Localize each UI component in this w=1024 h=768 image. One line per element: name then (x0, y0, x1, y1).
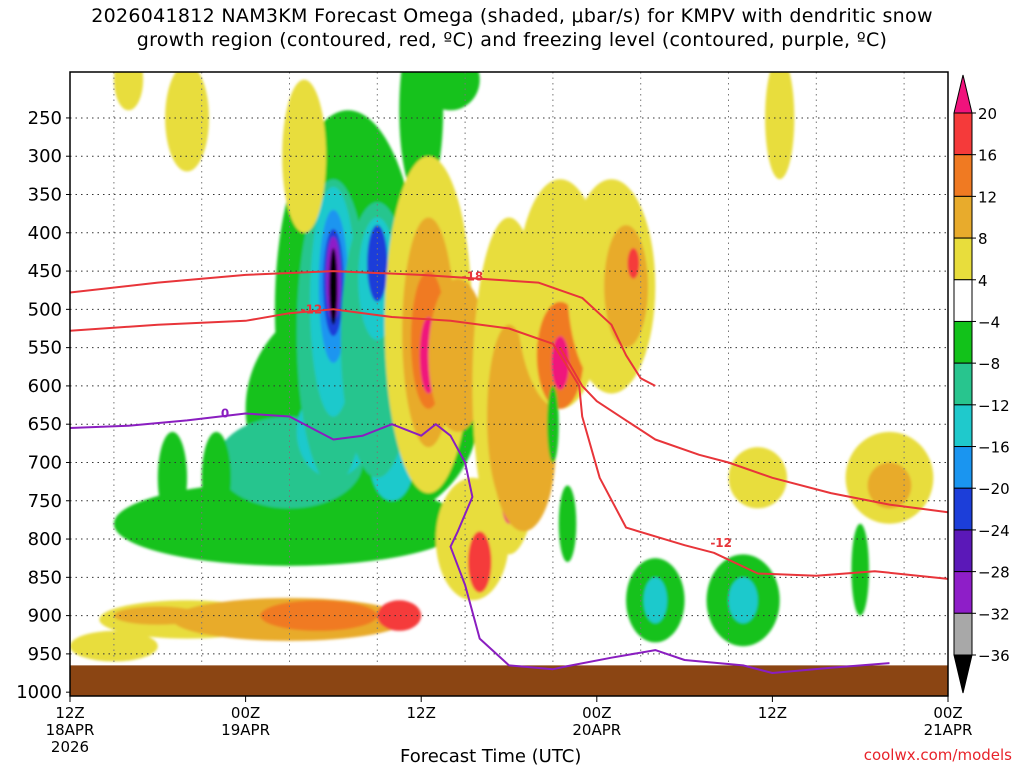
colorbar-segment (953, 195, 973, 239)
omega-cell (867, 462, 912, 509)
colorbar-label: −8 (978, 355, 1000, 373)
chart-title-line-2: growth region (contoured, red, ºC) and f… (136, 29, 888, 51)
colorbar-segment (953, 362, 973, 406)
colorbar-label: −4 (978, 313, 1000, 331)
isotherm-line (70, 308, 948, 580)
omega-cell (113, 72, 144, 111)
omega-cell (491, 362, 556, 532)
y-tick-label: 300 (28, 146, 62, 167)
x-tick-label: 19APR (221, 721, 270, 739)
omega-cell (70, 630, 158, 662)
colorbar-segment (953, 279, 973, 322)
x-tick-label: 12Z (407, 704, 436, 722)
y-tick-label: 450 (28, 261, 62, 282)
colorbar-label: −32 (978, 605, 1010, 623)
x-tick-label: 12Z (758, 704, 787, 722)
x-tick-label: 18APR (46, 721, 95, 739)
isotherm-label: -12 (301, 302, 323, 316)
y-tick-label: 950 (28, 644, 62, 665)
omega-cell (329, 248, 338, 325)
omega-cell (643, 577, 668, 624)
y-tick-label: 650 (28, 414, 62, 435)
colorbar-label: 20 (978, 105, 997, 123)
colorbar-label: 4 (978, 272, 988, 290)
colorbar-label: −16 (978, 439, 1010, 457)
x-tick-label: 21APR (924, 721, 973, 739)
colorbar-segment (953, 154, 973, 197)
isotherm-line (559, 347, 948, 514)
y-axis: 250 300 350 400 450 500 550 600 650 700 750 800 850 9… (16, 108, 70, 703)
colorbar-label: −28 (978, 564, 1010, 582)
omega-cell (282, 79, 327, 233)
colorbar-segment (953, 529, 973, 573)
y-tick-label: 750 (28, 491, 62, 512)
colorbar-bottom-arrow (953, 654, 973, 694)
chart-title: 2026041812 NAM3KM Forecast Omega (shaded… (0, 4, 1024, 52)
omega-cell (728, 447, 788, 509)
isotherm-line (70, 412, 890, 674)
omega-cell (367, 225, 388, 302)
x-tick-label: 20APR (572, 721, 621, 739)
x-tick-label: 00Z (231, 704, 260, 722)
omega-cell (428, 278, 488, 432)
colorbar-label: 16 (978, 147, 997, 165)
omega-colorbar: 20 16 12 8 4 −4 −8 −12 −16 −20 −24 −28 −32 −36 (953, 74, 1010, 694)
x-tick-label: 00Z (933, 704, 962, 722)
colorbar-label: −12 (978, 397, 1010, 415)
colorbar-segment (953, 237, 973, 281)
colorbar-label: 8 (978, 230, 988, 248)
y-tick-label: 1000 (16, 682, 62, 703)
y-tick-label: 250 (28, 108, 62, 129)
y-tick-label: 500 (28, 299, 62, 320)
colorbar-label: −24 (978, 522, 1010, 540)
x-tick-label: 00Z (582, 704, 611, 722)
y-tick-label: 350 (28, 185, 62, 206)
omega-cell (728, 577, 758, 624)
omega-cell (157, 431, 188, 524)
y-tick-label: 800 (28, 529, 62, 550)
chart-title-line-1: 2026041812 NAM3KM Forecast Omega (shaded… (91, 5, 933, 27)
x-tick-label: 12Z (55, 704, 84, 722)
isotherm-label: -12 (710, 536, 732, 550)
omega-cell (377, 600, 422, 631)
omega-cell (558, 485, 577, 563)
x-tick-label: 2026 (51, 738, 89, 756)
plot-frame (69, 71, 949, 697)
credit-text: coolwx.com/models (863, 746, 1012, 764)
isotherm-label: -18 (462, 269, 484, 283)
colorbar-segment (953, 487, 973, 531)
y-tick-label: 400 (28, 223, 62, 244)
colorbar-label: −20 (978, 480, 1010, 498)
omega-cell (765, 72, 795, 180)
x-axis-title: Forecast Time (UTC) (400, 746, 582, 767)
omega-cell (165, 72, 210, 172)
omega-cell (604, 225, 649, 348)
omega-cell (627, 248, 640, 279)
colorbar-label: 12 (978, 188, 997, 206)
y-tick-label: 600 (28, 376, 62, 397)
colorbar-segment (953, 320, 973, 364)
colorbar-segment (953, 612, 973, 656)
colorbar-segment (953, 446, 973, 489)
omega-cell (851, 523, 869, 616)
y-tick-label: 550 (28, 338, 62, 359)
colorbar-segment (953, 571, 973, 614)
temperature-contours: -18 -12 -12 0 (70, 269, 948, 674)
y-tick-label: 700 (28, 452, 62, 473)
colorbar-label: −36 (978, 647, 1010, 665)
omega-cell (201, 431, 231, 524)
isotherm-line (70, 270, 656, 387)
y-tick-label: 900 (28, 606, 62, 627)
colorbar-segment (953, 404, 973, 448)
omega-cell (421, 72, 480, 111)
colorbar-segment (953, 112, 973, 156)
isotherm-label: 0 (221, 406, 229, 420)
colorbar-top-arrow (953, 74, 973, 114)
omega-cell (794, 0, 809, 41)
y-tick-label: 850 (28, 567, 62, 588)
omega-cell (468, 531, 492, 593)
